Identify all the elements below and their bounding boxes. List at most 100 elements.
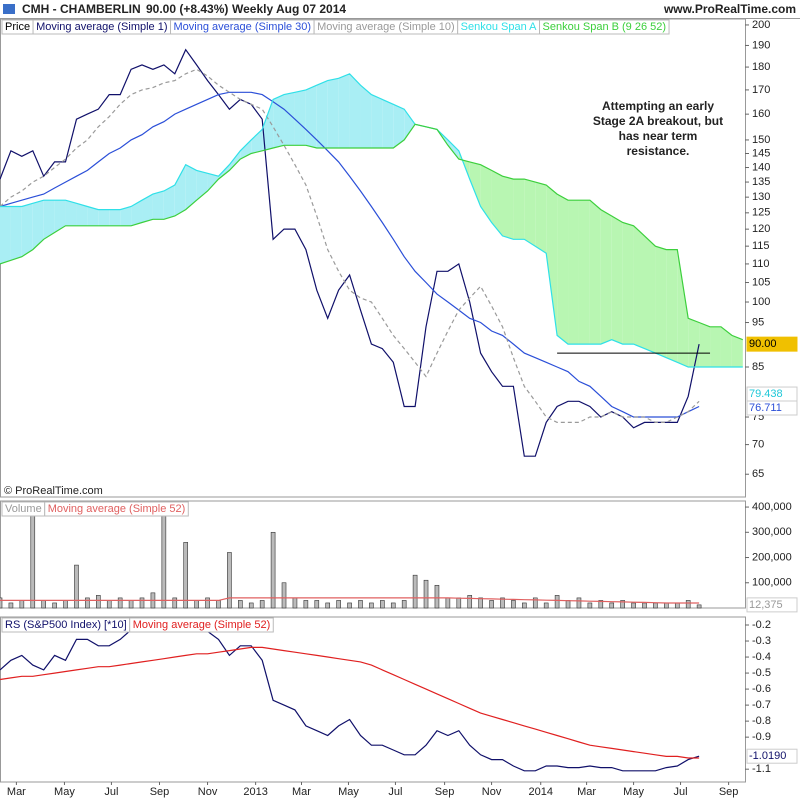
volume-bar xyxy=(412,574,418,609)
x-tick-label: May xyxy=(338,786,359,798)
volume-bar xyxy=(369,602,374,609)
volume-bar xyxy=(85,597,90,609)
price-tag-label: 90.00 xyxy=(749,338,777,350)
app-icon xyxy=(3,4,15,14)
price-tag xyxy=(746,748,798,764)
x-tick-label: May xyxy=(54,786,75,798)
y-tick-label: -0.9 xyxy=(752,731,771,743)
series-line xyxy=(0,73,743,368)
volume-bar xyxy=(674,602,680,609)
price-tag-label: 76.711 xyxy=(749,402,782,414)
y-tick-label: 85 xyxy=(752,361,764,373)
cloud-fill xyxy=(131,200,143,226)
cloud-fill xyxy=(469,161,481,207)
price-tag-label: 79.438 xyxy=(749,388,783,400)
cloud-fill xyxy=(710,326,721,367)
cloud-fill xyxy=(142,194,153,223)
volume-bar xyxy=(8,602,14,609)
cloud-fill xyxy=(535,182,547,254)
y-tick-label: 95 xyxy=(752,316,764,328)
volume-bar xyxy=(511,600,516,609)
cloud-fill xyxy=(611,216,623,345)
y-tick-label: 135 xyxy=(752,176,770,188)
legend-label: Moving average (Simple 52) xyxy=(133,619,271,631)
x-tick-label: 2014 xyxy=(528,786,552,798)
volume-bar xyxy=(292,597,298,609)
cloud-fill xyxy=(524,179,536,247)
x-tick-label: Sep xyxy=(435,786,455,798)
volume-bar xyxy=(620,600,625,609)
volume-bar xyxy=(685,600,691,609)
volume-bar xyxy=(19,600,25,609)
volume-bar xyxy=(139,597,145,609)
change: 90.00 (+8.43%) xyxy=(146,2,228,16)
y-tick-label: 130 xyxy=(752,191,770,203)
cloud-fill xyxy=(622,222,634,345)
volume-bar xyxy=(522,602,527,609)
volume-bar xyxy=(642,602,647,609)
y-tick-label: 170 xyxy=(752,84,770,96)
cloud-fill xyxy=(87,206,99,226)
volume-bar xyxy=(401,600,407,609)
y-tick-label: 200,000 xyxy=(752,551,792,563)
y-tick-label: 65 xyxy=(752,468,764,480)
cloud-fill xyxy=(568,200,579,345)
volume-bar xyxy=(456,597,462,609)
volume-bar xyxy=(303,600,309,609)
cloud-fill xyxy=(76,203,88,226)
volume-bar xyxy=(117,597,123,609)
cloud-fill xyxy=(480,164,492,223)
y-tick-label: 105 xyxy=(752,276,770,288)
y-tick-label: 100,000 xyxy=(752,577,792,589)
annotation: Stage 2A breakout, but xyxy=(593,114,723,128)
volume-bar xyxy=(598,600,604,609)
legend-label: Moving average (Simple 30) xyxy=(174,21,312,33)
y-tick-label: 120 xyxy=(752,223,770,235)
cloud-fill xyxy=(546,185,558,336)
volume-bar xyxy=(128,600,134,609)
cloud-fill xyxy=(666,249,678,363)
x-tick-label: Jul xyxy=(104,786,118,798)
cloud-fill xyxy=(10,206,22,261)
cloud-fill xyxy=(43,200,55,240)
series-line xyxy=(0,68,700,423)
cloud-fill xyxy=(677,249,689,367)
cloud-fill xyxy=(294,89,306,146)
y-tick-label: -0.2 xyxy=(752,619,771,631)
volume-bar xyxy=(172,597,178,609)
annotation: has near term xyxy=(619,129,698,143)
y-tick-label: 70 xyxy=(752,439,764,451)
volume-bar xyxy=(248,602,254,609)
copyright: © ProRealTime.com xyxy=(4,485,103,497)
volume-bar xyxy=(489,600,494,609)
legend-box xyxy=(539,19,670,35)
y-tick-label: -0.8 xyxy=(752,715,771,727)
legend-box xyxy=(44,501,189,517)
cloud-fill xyxy=(120,206,132,226)
volume-bar xyxy=(281,582,287,609)
volume-bar xyxy=(664,602,669,609)
volume-bar xyxy=(227,552,232,609)
cloud-fill xyxy=(65,200,77,226)
x-tick-label: 2013 xyxy=(243,786,267,798)
cloud-fill xyxy=(600,209,612,345)
volume-bar xyxy=(216,600,221,609)
volume-bar xyxy=(183,542,189,609)
cloud-fill xyxy=(109,209,121,226)
volume-bar xyxy=(565,600,571,609)
y-tick-label: 200 xyxy=(752,19,770,31)
cloud-fill xyxy=(262,99,274,151)
volume-bar xyxy=(696,604,702,609)
y-tick-label: 190 xyxy=(752,39,770,51)
price-tag xyxy=(746,597,798,613)
cloud-fill xyxy=(731,335,743,367)
cloud-fill xyxy=(644,235,656,354)
y-tick-label: -0.3 xyxy=(752,635,771,647)
cloud-fill xyxy=(98,209,110,226)
legend-label: Moving average (Simple 52) xyxy=(48,503,186,515)
cloud-fill xyxy=(32,200,44,250)
y-tick-label: 125 xyxy=(752,207,770,219)
volume-bar xyxy=(336,600,341,609)
y-tick-label: 115 xyxy=(752,240,770,252)
y-tick-label: -0.5 xyxy=(752,667,771,679)
